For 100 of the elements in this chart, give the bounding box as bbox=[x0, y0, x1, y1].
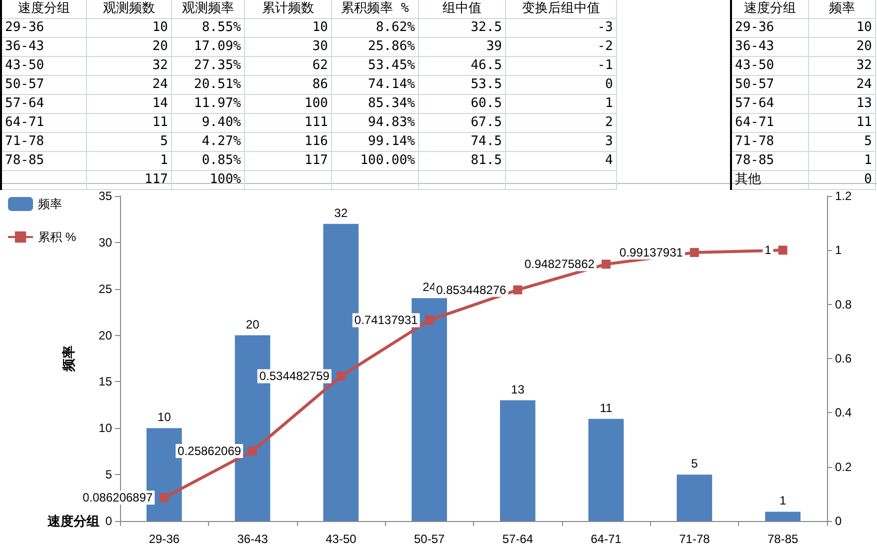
text: 29-36 bbox=[731, 18, 808, 38]
text: -2 bbox=[506, 38, 616, 56]
text: 111 bbox=[244, 114, 332, 132]
text: 57-64 bbox=[1, 94, 86, 114]
text: 11 bbox=[808, 114, 876, 132]
category-label: 变换后组中值 bbox=[506, 0, 616, 18]
text: 43-50 bbox=[1, 56, 86, 76]
category-label: 累计频数 bbox=[244, 0, 332, 18]
text: 3 bbox=[506, 132, 616, 152]
bar bbox=[765, 512, 800, 521]
data-label: 32 bbox=[334, 206, 348, 220]
category-label: 观测频数 bbox=[86, 0, 172, 18]
text: 4.27% bbox=[172, 132, 244, 152]
category-label: 观测频率 bbox=[172, 0, 244, 18]
y-tick-label: 30 bbox=[98, 235, 112, 250]
text: 50-57 bbox=[731, 76, 808, 94]
text: 85.34% bbox=[332, 94, 418, 114]
text: 32.5 bbox=[418, 18, 506, 38]
text: 10 bbox=[86, 18, 172, 38]
text: 64-71 bbox=[1, 114, 86, 132]
data-label: 11 bbox=[600, 400, 613, 415]
text: 1 bbox=[86, 152, 172, 170]
text: 60.5 bbox=[418, 94, 506, 114]
x-tick-label: 36-43 bbox=[237, 532, 268, 546]
text: 27.35% bbox=[172, 56, 244, 76]
x-tick-label: 50-57 bbox=[414, 532, 445, 546]
data-label: 1 bbox=[764, 243, 772, 258]
text: 20.51% bbox=[172, 76, 244, 94]
bar bbox=[500, 400, 536, 521]
text: 57-64 bbox=[731, 94, 808, 114]
data-label: 13 bbox=[511, 382, 525, 396]
bar bbox=[676, 474, 712, 521]
legend-label: 频率 bbox=[38, 197, 62, 211]
data-label: 10 bbox=[158, 410, 172, 424]
category-label: 累积频率 % bbox=[332, 0, 418, 18]
text: 100 bbox=[244, 94, 332, 114]
text: 43-50 bbox=[731, 56, 808, 76]
text: 117 bbox=[244, 152, 332, 170]
text: 53.5 bbox=[418, 76, 506, 94]
y-tick-label: 15 bbox=[98, 374, 112, 389]
y2-tick-label: 1.2 bbox=[835, 189, 852, 203]
text: 10 bbox=[244, 18, 332, 38]
point bbox=[690, 248, 699, 257]
text: 25.86% bbox=[332, 38, 418, 56]
text: 13 bbox=[808, 94, 876, 114]
y-tick-label: 5 bbox=[105, 468, 112, 482]
text: 81.5 bbox=[418, 152, 506, 170]
x-tick-label: 78-85 bbox=[767, 532, 798, 546]
text: 74.5 bbox=[418, 132, 506, 152]
text: 9.40% bbox=[172, 114, 244, 132]
text: 24 bbox=[86, 76, 172, 94]
category-label: 组中值 bbox=[418, 0, 506, 18]
point bbox=[336, 372, 346, 381]
text: 11 bbox=[86, 114, 172, 132]
x-tick-label: 43-50 bbox=[326, 532, 357, 546]
data-label: 0.948275862 bbox=[524, 257, 595, 272]
text: 14 bbox=[86, 94, 172, 114]
text: 其他 bbox=[731, 170, 808, 190]
bar bbox=[588, 418, 624, 521]
text: 29-36 bbox=[1, 18, 86, 38]
text: 30 bbox=[244, 38, 332, 56]
text: 100% bbox=[172, 170, 244, 190]
text: -3 bbox=[506, 18, 616, 38]
text: 50-57 bbox=[1, 76, 86, 94]
y-tick-label: 35 bbox=[98, 189, 112, 203]
data-label: 20 bbox=[246, 317, 260, 332]
text: 67.5 bbox=[418, 114, 506, 132]
point bbox=[424, 316, 434, 325]
text: 32 bbox=[808, 56, 876, 76]
y-tick-label: 0 bbox=[105, 514, 112, 528]
text: 78-85 bbox=[731, 152, 808, 170]
y2-tick-label: 0.8 bbox=[835, 297, 852, 312]
text: 116 bbox=[244, 132, 332, 152]
y2-tick-label: 1 bbox=[835, 243, 842, 258]
y2-tick-label: 0 bbox=[835, 514, 842, 528]
data-label: 0.99137931 bbox=[620, 246, 684, 260]
x-tick-label: 57-64 bbox=[502, 532, 534, 546]
text: 36-43 bbox=[731, 38, 808, 56]
text: 17.09% bbox=[172, 38, 244, 56]
text: 5 bbox=[86, 132, 172, 152]
text: 86 bbox=[244, 76, 332, 94]
text: 74.14% bbox=[332, 76, 418, 94]
text: 20 bbox=[86, 38, 172, 56]
text: 1 bbox=[808, 152, 876, 170]
data-label: 0.25862069 bbox=[178, 444, 242, 458]
text: 53.45% bbox=[332, 56, 418, 76]
data-label: 5 bbox=[691, 456, 698, 471]
text: 71-78 bbox=[1, 132, 86, 152]
text: 0 bbox=[506, 76, 616, 94]
y2-tick-label: 0.6 bbox=[835, 352, 852, 366]
category-label: 速度分组 bbox=[1, 0, 86, 18]
text: 36-43 bbox=[1, 38, 86, 56]
y2-tick-label: 0.4 bbox=[835, 406, 852, 420]
data-label: 0.534482759 bbox=[259, 369, 330, 384]
text: 20 bbox=[808, 38, 876, 56]
text: 78-85 bbox=[1, 152, 86, 170]
y-tick-label: 10 bbox=[98, 421, 112, 436]
data-label: 0.086206897 bbox=[82, 490, 154, 505]
text: 39 bbox=[418, 38, 506, 56]
data-label: 1 bbox=[779, 494, 786, 508]
